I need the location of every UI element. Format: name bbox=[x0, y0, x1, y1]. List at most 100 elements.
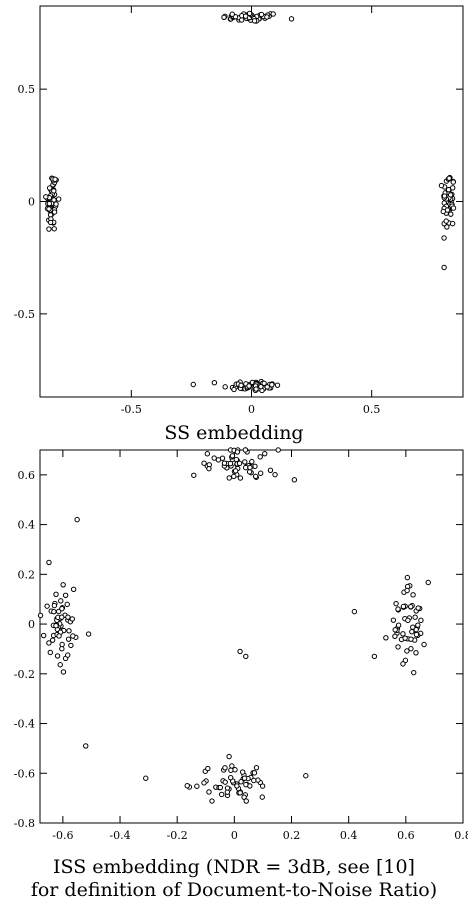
iss-point bbox=[390, 617, 397, 623]
iss-point bbox=[249, 458, 255, 465]
ss-point bbox=[47, 219, 54, 226]
iss-point bbox=[231, 473, 237, 480]
ss-point bbox=[211, 379, 218, 386]
iss-point bbox=[408, 603, 414, 610]
iss-point bbox=[46, 640, 52, 646]
iss-point bbox=[410, 592, 416, 598]
iss-point bbox=[262, 450, 268, 457]
ss-point bbox=[440, 208, 446, 215]
ss-point bbox=[221, 14, 227, 20]
iss-point bbox=[259, 794, 265, 800]
ss-y-tick-label: 0 bbox=[28, 196, 35, 209]
ss-x-tick-label: 0 bbox=[248, 403, 255, 416]
iss-point bbox=[143, 775, 149, 781]
iss-point bbox=[242, 464, 249, 471]
iss-point bbox=[267, 467, 274, 473]
ss-point bbox=[246, 383, 252, 389]
iss-point bbox=[421, 641, 427, 648]
ss-point bbox=[444, 207, 451, 213]
iss-point bbox=[351, 608, 358, 615]
iss-point bbox=[53, 591, 59, 597]
iss-point bbox=[226, 475, 232, 481]
iss-point bbox=[404, 587, 410, 594]
ss-point bbox=[288, 16, 295, 22]
iss-point bbox=[253, 764, 260, 771]
iss-point bbox=[191, 472, 197, 478]
iss-point bbox=[201, 780, 207, 786]
ss-point bbox=[238, 17, 245, 23]
iss-point bbox=[409, 628, 415, 635]
iss-point bbox=[215, 457, 222, 463]
iss-point bbox=[206, 789, 212, 795]
iss-point bbox=[57, 662, 63, 668]
iss-point bbox=[246, 469, 253, 475]
iss-point bbox=[251, 777, 257, 784]
ss-point bbox=[231, 386, 237, 393]
ss-point bbox=[441, 235, 447, 241]
iss-point bbox=[204, 451, 211, 457]
iss-point bbox=[59, 614, 65, 620]
iss-point bbox=[51, 602, 58, 609]
iss-point bbox=[395, 606, 401, 612]
iss-y-tick-label: -0.8 bbox=[14, 817, 35, 830]
iss-point bbox=[383, 635, 389, 641]
iss-point bbox=[242, 459, 248, 465]
iss-point bbox=[234, 783, 240, 789]
ss-y-tick-label: -0.5 bbox=[14, 308, 35, 321]
iss-point bbox=[241, 794, 247, 800]
ss-embedding-caption: SS embedding bbox=[164, 422, 304, 444]
ss-point bbox=[274, 382, 281, 388]
iss-point bbox=[59, 606, 65, 612]
iss-point bbox=[243, 653, 249, 660]
ss-point bbox=[246, 10, 253, 17]
ss-point bbox=[190, 381, 196, 388]
ss-point bbox=[258, 383, 264, 390]
iss-point bbox=[54, 653, 61, 659]
iss-point bbox=[275, 447, 281, 453]
ss-point bbox=[450, 179, 456, 185]
iss-point bbox=[415, 622, 421, 628]
ss-embedding-chart: -0.5 0 0.5 -0.5 0 0.5 bbox=[14, 5, 464, 416]
iss-point bbox=[59, 646, 65, 652]
iss-point bbox=[243, 798, 249, 804]
ss-point bbox=[269, 382, 275, 388]
iss-point bbox=[70, 586, 77, 592]
iss-y-tick-label: -0.4 bbox=[14, 718, 35, 731]
iss-point bbox=[184, 783, 190, 789]
iss-point bbox=[217, 784, 224, 791]
iss-point bbox=[243, 781, 249, 788]
iss-point bbox=[272, 471, 278, 478]
ss-x-tick-label: -0.5 bbox=[121, 403, 142, 416]
ss-point bbox=[251, 18, 258, 24]
ss-point bbox=[43, 194, 49, 200]
iss-point bbox=[411, 669, 417, 676]
iss-point bbox=[241, 775, 248, 781]
iss-point bbox=[40, 632, 47, 639]
iss-point bbox=[404, 574, 411, 581]
iss-point bbox=[291, 477, 298, 483]
iss-point bbox=[238, 779, 244, 785]
iss-point bbox=[257, 454, 263, 460]
iss-point bbox=[65, 652, 71, 658]
ss-point bbox=[449, 220, 456, 227]
iss-point bbox=[46, 559, 52, 566]
iss-point bbox=[303, 773, 309, 779]
iss-point bbox=[404, 648, 410, 654]
iss-x-tick-label: -0.6 bbox=[52, 829, 73, 842]
iss-embedding-caption: ISS embedding (NDR = 3dB, see [10] for d… bbox=[0, 856, 468, 902]
iss-point bbox=[415, 605, 421, 611]
ss-point bbox=[242, 13, 249, 19]
iss-point bbox=[44, 603, 50, 609]
iss-point bbox=[413, 626, 419, 633]
iss-point bbox=[395, 622, 402, 628]
iss-point bbox=[425, 579, 431, 586]
iss-point bbox=[53, 623, 59, 629]
iss-point bbox=[229, 453, 236, 459]
iss-point bbox=[62, 592, 69, 598]
iss-y-tick-label: 0.2 bbox=[18, 568, 36, 581]
ss-point bbox=[446, 175, 452, 182]
iss-point bbox=[247, 464, 253, 471]
ss-point bbox=[52, 176, 58, 183]
iss-plot-frame bbox=[39, 449, 464, 824]
ss-point bbox=[46, 206, 52, 212]
